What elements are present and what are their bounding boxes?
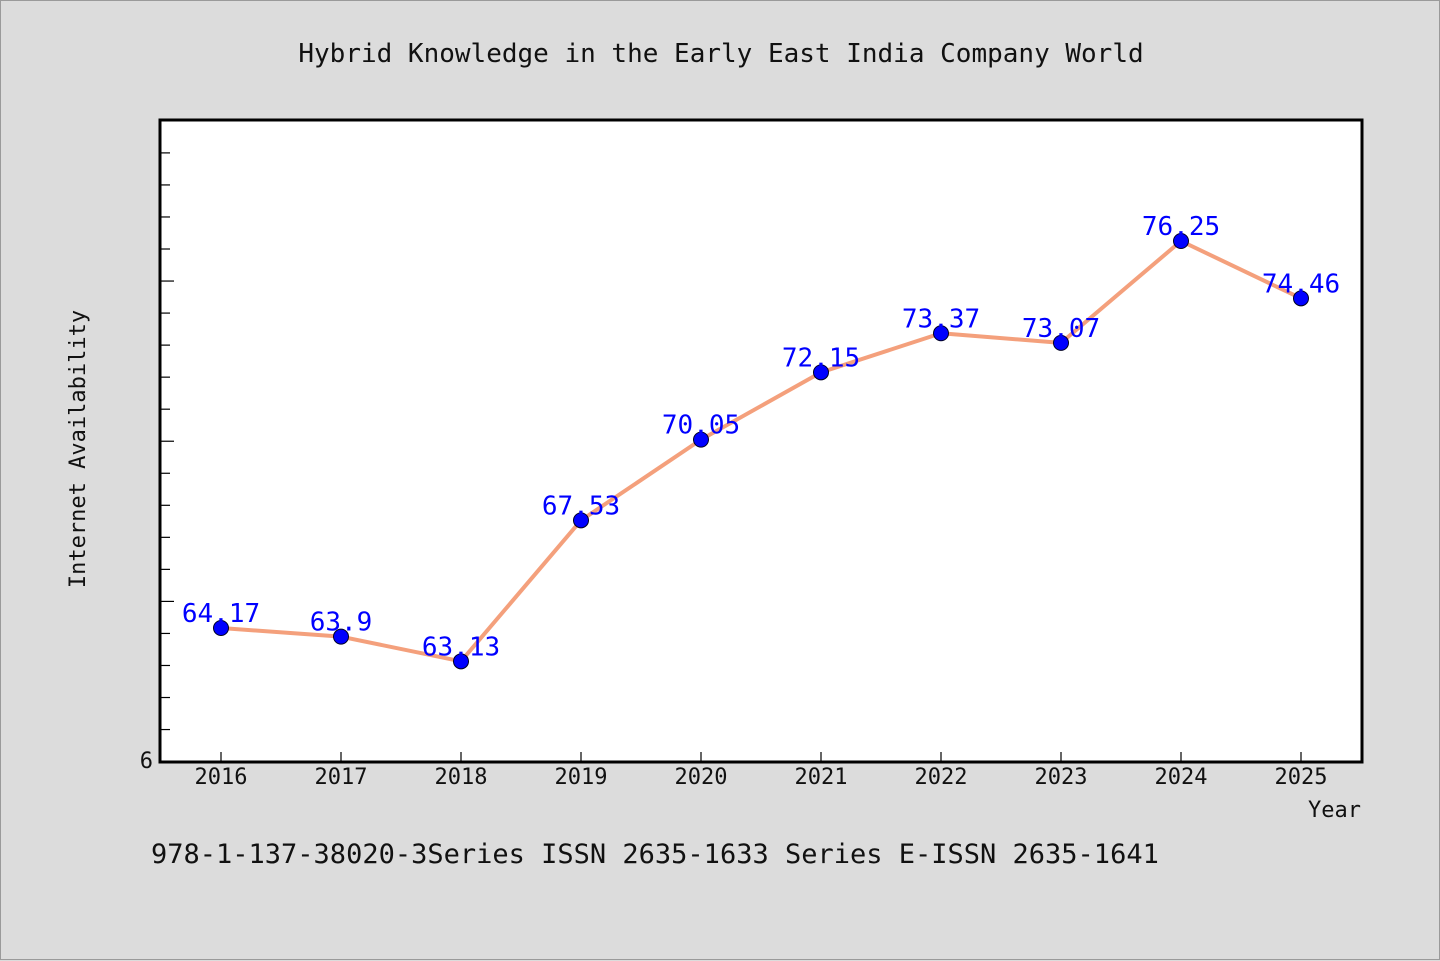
- x-tick-label: 2024: [1155, 765, 1208, 790]
- data-label: 64.17: [182, 599, 260, 629]
- series-line: [220, 239, 1302, 664]
- x-tick-label: 2019: [555, 765, 608, 790]
- x-tick-label: 2018: [435, 765, 488, 790]
- data-point: [1173, 233, 1189, 249]
- chart-title: Hybrid Knowledge in the Early East India…: [298, 39, 1143, 69]
- data-point: [333, 628, 349, 645]
- x-tick-label: 2017: [315, 765, 368, 790]
- data-point: [573, 512, 589, 529]
- x-tick-label: 2021: [795, 765, 848, 790]
- x-axis-ticks: [220, 752, 1302, 762]
- x-tick-labels: 2016 2017 2018 2019 2020 2021 2022 2023 2024 2025: [195, 765, 1328, 790]
- data-label: 63.9: [310, 608, 373, 638]
- data-label: 74.46: [1262, 269, 1340, 299]
- data-labels: 64.17 63.9 63.13 67.53 70.05 72.15 73.37 73.07 7…: [182, 212, 1340, 662]
- data-point: [933, 325, 949, 342]
- data-label: 72.15: [782, 343, 860, 373]
- y-tick-label: 6: [140, 749, 153, 774]
- data-point: [1053, 334, 1069, 351]
- y-axis-ticks: [160, 152, 174, 731]
- x-tick-label: 2023: [1035, 765, 1088, 790]
- x-tick-label: 2020: [675, 765, 728, 790]
- data-point: [1293, 290, 1309, 307]
- data-label: 73.37: [902, 304, 980, 334]
- data-label: 63.13: [422, 632, 500, 662]
- data-point: [453, 653, 469, 670]
- data-label: 73.07: [1022, 314, 1100, 344]
- footer-isbn-issn: 978-1-137-38020-3Series ISSN 2635-1633 S…: [151, 839, 1159, 870]
- data-label: 70.05: [662, 411, 740, 441]
- data-point: [213, 620, 229, 636]
- x-tick-label: 2022: [915, 765, 968, 790]
- data-point: [693, 431, 709, 448]
- x-axis-label: Year: [1308, 798, 1361, 823]
- data-label: 76.25: [1142, 212, 1220, 242]
- data-label: 67.53: [542, 491, 620, 521]
- data-point: [813, 364, 829, 381]
- y-axis-label: Internet Availability: [66, 310, 91, 588]
- x-tick-label: 2025: [1275, 765, 1328, 790]
- x-tick-label: 2016: [195, 765, 248, 790]
- plot-area: [158, 118, 1364, 764]
- series-markers: [213, 233, 1309, 670]
